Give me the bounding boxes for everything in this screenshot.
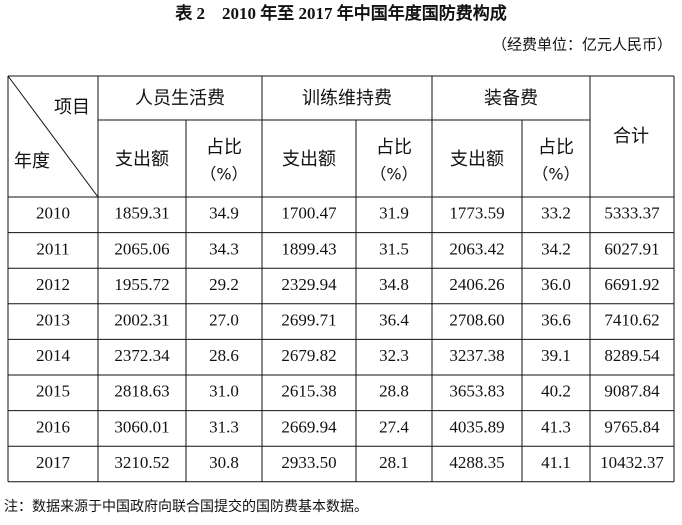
cell: 31.5 [379, 239, 409, 258]
cell: 4288.35 [449, 453, 504, 472]
cell: 9765.84 [604, 417, 660, 436]
corner-top: 项目 [54, 97, 90, 118]
cell: 2372.34 [114, 346, 170, 365]
cell: 27.0 [209, 311, 239, 330]
cell: 34.3 [209, 239, 239, 258]
footnote: 注：数据来源于中国政府向联合国提交的国防费基本数据。 [4, 498, 368, 515]
cell: 2933.50 [281, 453, 336, 472]
cell: 40.2 [541, 382, 571, 401]
cell: 8289.54 [604, 346, 660, 365]
cell: 1899.43 [281, 239, 336, 258]
cell: 2017 [36, 453, 71, 472]
cell: 31.0 [209, 382, 239, 401]
cell: 2015 [36, 382, 70, 401]
cell: 1859.31 [114, 204, 169, 223]
total-header: 合计 [613, 126, 649, 147]
sub-header: 支出额 [115, 149, 169, 170]
cell: 3210.52 [114, 453, 169, 472]
sub-header: （%） [532, 165, 579, 184]
cell: 32.3 [379, 346, 409, 365]
cell: 39.1 [541, 346, 571, 365]
cell: 28.8 [379, 382, 409, 401]
table-title: 表 2 2010 年至 2017 年中国年度国防费构成 [175, 3, 507, 23]
cell: 3060.01 [114, 417, 169, 436]
cell: 6691.92 [604, 275, 659, 294]
sub-header: 占比 [376, 137, 412, 158]
cell: 3653.83 [449, 382, 504, 401]
cell: 31.3 [209, 417, 239, 436]
cell: 2012 [36, 275, 70, 294]
cell: 2615.38 [281, 382, 336, 401]
cell: 1773.59 [449, 204, 504, 223]
sub-header: （%） [370, 165, 417, 184]
unit-note: （经费单位：亿元人民币） [492, 36, 672, 54]
cell: 34.2 [541, 239, 571, 258]
sub-header: 占比 [538, 137, 574, 158]
cell: 2708.60 [449, 311, 504, 330]
corner-bottom: 年度 [14, 151, 50, 172]
cell: 2063.42 [449, 239, 504, 258]
cell: 2013 [36, 311, 70, 330]
cell: 3237.38 [449, 346, 504, 365]
cell: 10432.37 [600, 453, 664, 472]
cell: 41.3 [541, 417, 571, 436]
cell: 36.6 [541, 311, 571, 330]
cell: 29.2 [209, 275, 239, 294]
cell: 1700.47 [281, 204, 337, 223]
cell: 9087.84 [604, 382, 660, 401]
cell: 2406.26 [449, 275, 504, 294]
cell: 2065.06 [114, 239, 169, 258]
cell: 4035.89 [449, 417, 504, 436]
cell: 2329.94 [281, 275, 337, 294]
cell: 36.0 [541, 275, 571, 294]
cell: 2014 [36, 346, 71, 365]
cell: 2669.94 [281, 417, 337, 436]
cell: 7410.62 [604, 311, 659, 330]
cell: 5333.37 [604, 204, 660, 223]
cell: 2699.71 [281, 311, 336, 330]
cell: 1955.72 [114, 275, 169, 294]
group-header: 装备费 [484, 88, 538, 109]
cell: 2679.82 [281, 346, 336, 365]
cell: 2002.31 [114, 311, 169, 330]
sub-header: 支出额 [450, 149, 504, 170]
cell: 2010 [36, 204, 70, 223]
sub-header: （%） [200, 165, 247, 184]
cell: 2818.63 [114, 382, 169, 401]
cell: 31.9 [379, 204, 409, 223]
cell: 30.8 [209, 453, 239, 472]
cell: 2011 [36, 239, 69, 258]
cell: 34.9 [209, 204, 239, 223]
cell: 41.1 [541, 453, 571, 472]
cell: 28.6 [209, 346, 239, 365]
cell: 27.4 [379, 417, 409, 436]
cell: 6027.91 [604, 239, 659, 258]
cell: 34.8 [379, 275, 409, 294]
group-header: 人员生活费 [135, 88, 225, 109]
cell: 28.1 [379, 453, 409, 472]
diagonal [7, 75, 99, 198]
sub-header: 支出额 [282, 149, 336, 170]
group-header: 训练维持费 [302, 88, 392, 109]
cell: 2016 [36, 417, 70, 436]
cell: 36.4 [379, 311, 409, 330]
sub-header: 占比 [206, 137, 242, 158]
cell: 33.2 [541, 204, 571, 223]
